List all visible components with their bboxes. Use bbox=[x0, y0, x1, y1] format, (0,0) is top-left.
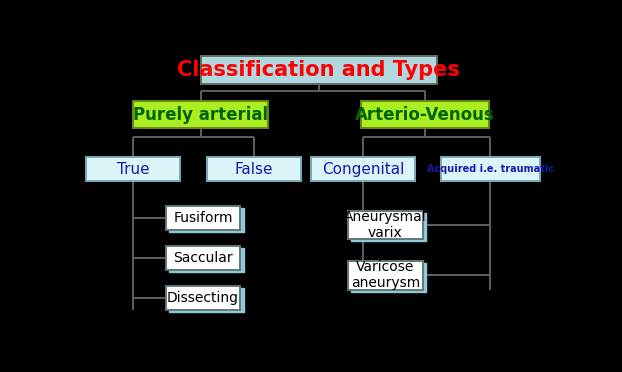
FancyBboxPatch shape bbox=[169, 248, 244, 272]
FancyBboxPatch shape bbox=[348, 261, 423, 289]
Text: Fusiform: Fusiform bbox=[174, 211, 233, 225]
FancyBboxPatch shape bbox=[351, 263, 426, 292]
FancyBboxPatch shape bbox=[311, 157, 415, 181]
FancyBboxPatch shape bbox=[201, 55, 437, 84]
Text: Purely arterial: Purely arterial bbox=[133, 106, 268, 124]
FancyBboxPatch shape bbox=[351, 213, 426, 241]
Text: Aneurysmal
varix: Aneurysmal varix bbox=[344, 210, 427, 240]
FancyBboxPatch shape bbox=[169, 288, 244, 312]
Text: Congenital: Congenital bbox=[322, 162, 404, 177]
FancyBboxPatch shape bbox=[169, 208, 244, 232]
Text: Varicose
aneurysm: Varicose aneurysm bbox=[351, 260, 420, 290]
FancyBboxPatch shape bbox=[207, 157, 300, 181]
FancyBboxPatch shape bbox=[165, 286, 241, 310]
Text: Classification and Types: Classification and Types bbox=[177, 60, 460, 80]
FancyBboxPatch shape bbox=[133, 101, 268, 128]
Text: False: False bbox=[234, 162, 273, 177]
FancyBboxPatch shape bbox=[165, 246, 241, 270]
FancyBboxPatch shape bbox=[348, 211, 423, 240]
FancyBboxPatch shape bbox=[441, 157, 540, 181]
Text: Dissecting: Dissecting bbox=[167, 291, 239, 305]
Text: Arterio-Venous: Arterio-Venous bbox=[355, 106, 494, 124]
FancyBboxPatch shape bbox=[165, 206, 241, 230]
Text: True: True bbox=[117, 162, 149, 177]
Text: Acquired i.e. traumatic: Acquired i.e. traumatic bbox=[427, 164, 554, 174]
FancyBboxPatch shape bbox=[86, 157, 180, 181]
Text: Saccular: Saccular bbox=[174, 251, 233, 265]
FancyBboxPatch shape bbox=[361, 101, 489, 128]
